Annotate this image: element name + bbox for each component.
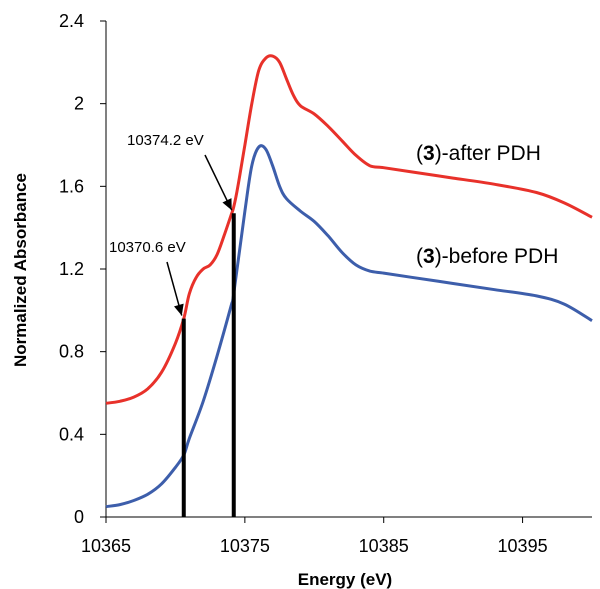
x-axis-title: Energy (eV): [298, 570, 392, 589]
y-tick-label: 1.2: [59, 259, 84, 279]
x-tick-label: 10395: [498, 536, 548, 556]
x-tick-label: 10375: [220, 536, 270, 556]
x-tick-label: 10385: [359, 536, 409, 556]
y-ticks: 0 0.4 0.8 1.2 1.6 2 2.4: [59, 11, 106, 527]
series-line-before-pdh: [105, 144, 593, 509]
annotation-edge-1-label: 10370.6 eV: [109, 239, 186, 256]
series-lines: [105, 54, 593, 509]
y-tick-label: 2.4: [59, 11, 84, 31]
annotation-edge-2-label: 10374.2 eV: [127, 132, 204, 149]
x-ticks: 10365 10375 10385 10395: [81, 517, 548, 556]
y-tick-label: 1.6: [59, 176, 84, 196]
series-label-after: (3)-after PDH: [416, 142, 541, 165]
axes: [105, 21, 592, 518]
series-line-after-pdh: [105, 54, 593, 405]
series-label-before: (3)-before PDH: [416, 245, 558, 268]
y-tick-label: 0: [74, 507, 84, 527]
annotation-arrow-head: [174, 303, 184, 316]
y-tick-label: 0.8: [59, 342, 84, 362]
annotation-arrow-head: [222, 198, 232, 211]
y-axis-title: Normalized Absorbance: [11, 173, 30, 367]
x-tick-label: 10365: [81, 536, 131, 556]
edge-markers: [166, 154, 236, 517]
y-tick-label: 0.4: [59, 424, 84, 444]
y-tick-label: 2: [74, 94, 84, 114]
